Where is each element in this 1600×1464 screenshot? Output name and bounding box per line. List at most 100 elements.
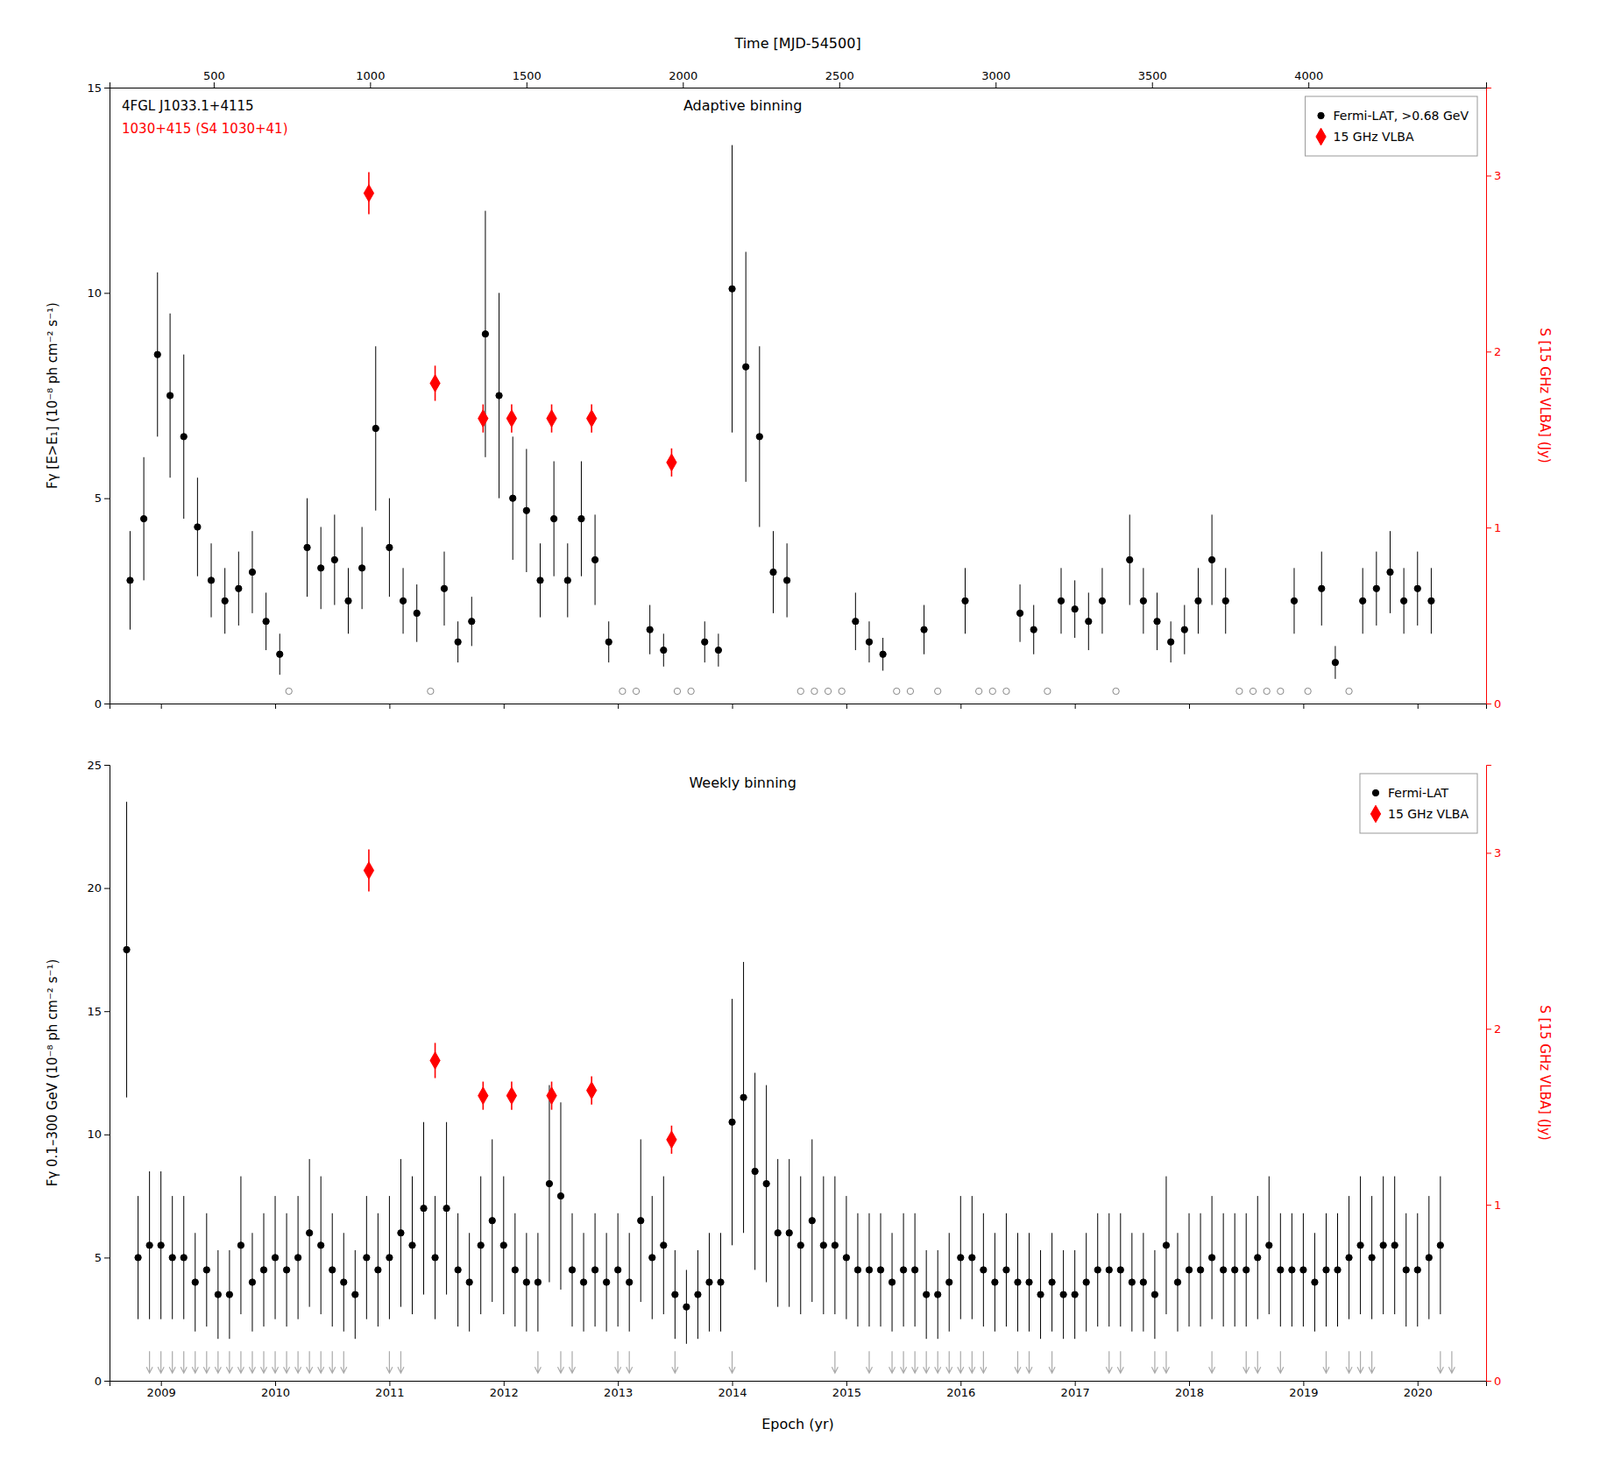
upper-limit [329,1351,336,1374]
upper-limit [1243,1351,1250,1374]
point [397,1230,404,1237]
point [1030,626,1037,633]
x2-axis-tick-mark [682,82,684,88]
point [694,1291,701,1298]
point [1331,658,1339,666]
legend-box [1359,773,1478,834]
y2-axis-tick-label: 2 [1493,1022,1501,1036]
point [506,1087,517,1105]
x-axis-tick [161,703,163,709]
x-axis-tick-mark [1417,1380,1419,1387]
x-axis-tick [1302,703,1304,709]
point [934,1291,942,1298]
point [1185,1267,1192,1274]
point [1387,568,1394,575]
y2-axis-tick-label: 3 [1493,169,1501,183]
point [1345,1254,1353,1261]
point [1128,1279,1135,1286]
point [854,1267,861,1274]
legend-entry: 15 GHz VLBA [1387,807,1469,822]
y2-axis: 0 1 2 3 [1486,88,1501,711]
point [962,597,969,604]
point [420,1205,427,1212]
y2-axis-tick-mark [1486,1028,1492,1030]
point [1208,556,1215,563]
point [194,523,201,531]
x-axis-tick: 2009 [147,1380,177,1400]
point [260,1267,267,1274]
point [1071,1291,1078,1298]
series [123,801,1445,1345]
x-axis-tick: 2019 [1288,1380,1318,1400]
x2-axis-tick: 1000 [355,69,385,88]
point [865,638,872,645]
point [989,687,996,694]
point [729,285,736,292]
point [363,1254,370,1261]
y-axis-tick: 10 [86,286,110,300]
point [1380,1242,1387,1249]
x-axis-tick-mark [503,703,505,709]
point [1304,687,1311,694]
y2-axis-tick: 1 [1486,521,1501,535]
point [157,1242,164,1249]
x-axis-tick [389,703,390,709]
y-axis-tick: 25 [86,758,110,772]
point [1334,1267,1341,1274]
x-axis-tick-mark [617,703,619,709]
point [1117,1267,1124,1274]
point [500,1242,507,1249]
point [1290,597,1297,604]
upper-limit [865,1351,872,1374]
x-axis-tick-label: 2020 [1403,1386,1433,1400]
point [605,638,612,645]
point [248,568,255,575]
point [751,1168,758,1175]
point [899,1267,907,1274]
point [1094,1267,1101,1274]
point [495,392,503,399]
point [1323,1267,1330,1274]
y-axis-tick: 0 [94,1374,110,1388]
x-axis-tick-label: 2010 [261,1386,291,1400]
y-axis-tick-mark [104,764,110,766]
y-axis-tick-mark [104,703,110,705]
point [546,1087,557,1105]
x-axis-tick [960,703,962,709]
x-axis-tick-mark [846,1380,848,1387]
x2-axis-tick-mark [526,82,528,88]
point [763,1180,770,1187]
x-axis-tick-label: 2017 [1061,1386,1091,1400]
point [180,433,187,440]
chart: 0510150123500100015002000250030003500400… [0,0,1600,1464]
legend-marker [1317,112,1324,119]
point [879,651,886,658]
point [523,1279,530,1286]
point [683,1303,690,1310]
y2-axis-title: S [15 GHz VLBA] (Jy) [1536,327,1553,463]
point [1057,597,1064,604]
y2-axis-tick-label: 2 [1493,345,1501,359]
y-axis-tick-mark [104,1011,110,1013]
y-axis-tick-label: 10 [86,286,102,300]
y2-axis: 0123 [1486,765,1501,1388]
x2-axis-tick-mark [1308,82,1310,88]
point [1222,597,1229,604]
point [1083,1279,1090,1286]
point [687,687,694,694]
point [352,1291,359,1298]
x-axis-tick: 2018 [1175,1380,1204,1400]
y-axis: 051015 [86,81,110,711]
y2-axis-tick-mark [1486,527,1492,529]
upper-limit [261,1351,268,1374]
x-axis-tick-mark [1417,703,1419,709]
y2-axis-tick-mark [1486,852,1492,854]
point [363,862,374,880]
point [975,687,982,694]
point [235,585,242,592]
y2-axis-tick: 0 [1486,697,1501,711]
upper-limit [386,1351,393,1374]
upper-limit [672,1351,679,1374]
x-axis-tick-mark [1189,703,1190,709]
point [481,331,489,338]
